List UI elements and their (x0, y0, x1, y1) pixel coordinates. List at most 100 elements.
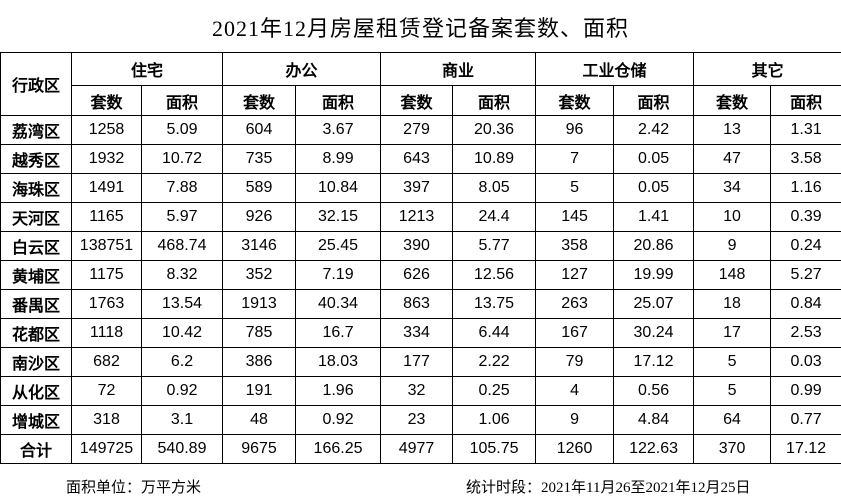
group-header: 工业仓储 (535, 52, 695, 86)
value-cell: 4977 (380, 434, 454, 464)
sub-header-area: 面积 (770, 85, 841, 116)
value-cell: 5.09 (140, 115, 224, 145)
value-cell: 1.16 (770, 173, 841, 203)
value-cell: 191 (222, 376, 297, 406)
value-cell: 1213 (380, 202, 454, 232)
value-cell: 16.7 (295, 318, 382, 348)
area-unit-note: 面积单位：万平方米 (66, 480, 202, 496)
value-cell: 122.63 (613, 434, 695, 464)
sub-header-units: 套数 (380, 85, 454, 116)
value-cell: 0.05 (613, 173, 695, 203)
value-cell: 19.99 (613, 260, 695, 290)
value-cell: 64 (693, 405, 772, 435)
value-cell: 540.89 (140, 434, 224, 464)
value-cell: 47 (693, 144, 772, 174)
value-cell: 138751 (71, 231, 142, 261)
value-cell: 24.4 (452, 202, 537, 232)
value-cell: 18 (693, 289, 772, 319)
district-cell: 合计 (0, 434, 72, 464)
value-cell: 1118 (71, 318, 142, 348)
value-cell: 2.53 (770, 318, 841, 348)
value-cell: 9 (535, 405, 615, 435)
value-cell: 735 (222, 144, 297, 174)
value-cell: 1.96 (295, 376, 382, 406)
value-cell: 352 (222, 260, 297, 290)
value-cell: 13.54 (140, 289, 224, 319)
value-cell: 17.12 (770, 434, 841, 464)
value-cell: 79 (535, 347, 615, 377)
value-cell: 358 (535, 231, 615, 261)
group-header: 办公 (222, 52, 382, 86)
value-cell: 72 (71, 376, 142, 406)
value-cell: 7 (535, 144, 615, 174)
district-cell: 海珠区 (0, 173, 72, 203)
value-cell: 8.32 (140, 260, 224, 290)
value-cell: 20.86 (613, 231, 695, 261)
value-cell: 25.07 (613, 289, 695, 319)
value-cell: 23 (380, 405, 454, 435)
value-cell: 682 (71, 347, 142, 377)
table-row: 白云区 138751 468.74 3146 25.45 390 5.77 358 20.86 9… (0, 231, 841, 261)
value-cell: 13 (693, 115, 772, 145)
value-cell: 3146 (222, 231, 297, 261)
value-cell: 0.77 (770, 405, 841, 435)
district-cell: 从化区 (0, 376, 72, 406)
group-header: 其它 (693, 52, 841, 86)
district-cell: 花都区 (0, 318, 72, 348)
value-cell: 4 (535, 376, 615, 406)
table-row: 从化区 72 0.92 191 1.96 32 0.25 4 0.56 5 0.99 (0, 376, 841, 406)
value-cell: 1913 (222, 289, 297, 319)
value-cell: 8.05 (452, 173, 537, 203)
value-cell: 48 (222, 405, 297, 435)
corner-header: 行政区 (0, 52, 72, 116)
value-cell: 5 (693, 376, 772, 406)
value-cell: 177 (380, 347, 454, 377)
value-cell: 3.67 (295, 115, 382, 145)
value-cell: 334 (380, 318, 454, 348)
value-cell: 30.24 (613, 318, 695, 348)
value-cell: 0.92 (295, 405, 382, 435)
value-cell: 863 (380, 289, 454, 319)
district-cell: 白云区 (0, 231, 72, 261)
value-cell: 1260 (535, 434, 615, 464)
value-cell: 0.24 (770, 231, 841, 261)
value-cell: 3.1 (140, 405, 224, 435)
value-cell: 2.22 (452, 347, 537, 377)
value-cell: 17 (693, 318, 772, 348)
value-cell: 166.25 (295, 434, 382, 464)
stat-period-note: 统计时段：2021年11月26至2021年12月25日 (466, 480, 751, 496)
value-cell: 370 (693, 434, 772, 464)
value-cell: 386 (222, 347, 297, 377)
value-cell: 9675 (222, 434, 297, 464)
value-cell: 397 (380, 173, 454, 203)
value-cell: 148 (693, 260, 772, 290)
table-row: 荔湾区 1258 5.09 604 3.67 279 20.36 96 2.42 13 1.31 (0, 115, 841, 145)
value-cell: 40.34 (295, 289, 382, 319)
value-cell: 96 (535, 115, 615, 145)
value-cell: 3.58 (770, 144, 841, 174)
value-cell: 5.97 (140, 202, 224, 232)
value-cell: 127 (535, 260, 615, 290)
value-cell: 468.74 (140, 231, 224, 261)
value-cell: 1491 (71, 173, 142, 203)
district-cell: 黄埔区 (0, 260, 72, 290)
value-cell: 5 (693, 347, 772, 377)
value-cell: 7.88 (140, 173, 224, 203)
value-cell: 2.42 (613, 115, 695, 145)
sub-header-area: 面积 (452, 85, 537, 116)
district-cell: 南沙区 (0, 347, 72, 377)
value-cell: 10.72 (140, 144, 224, 174)
value-cell: 167 (535, 318, 615, 348)
value-cell: 10 (693, 202, 772, 232)
value-cell: 12.56 (452, 260, 537, 290)
table-body: 荔湾区 1258 5.09 604 3.67 279 20.36 96 2.42 13 1.31 越秀… (0, 115, 841, 464)
rental-registration-table: 行政区 住宅 办公 商业 工业仓储 其它 套数 面积 套数 面积 套数 面积 套数 面积 套数 面积 荔湾区 1… (0, 52, 841, 464)
value-cell: 1165 (71, 202, 142, 232)
value-cell: 4.84 (613, 405, 695, 435)
value-cell: 0.84 (770, 289, 841, 319)
district-cell: 增城区 (0, 405, 72, 435)
district-cell: 越秀区 (0, 144, 72, 174)
table-head: 行政区 住宅 办公 商业 工业仓储 其它 套数 面积 套数 面积 套数 面积 套数 面积 套数 面积 (0, 52, 841, 116)
value-cell: 1175 (71, 260, 142, 290)
value-cell: 785 (222, 318, 297, 348)
